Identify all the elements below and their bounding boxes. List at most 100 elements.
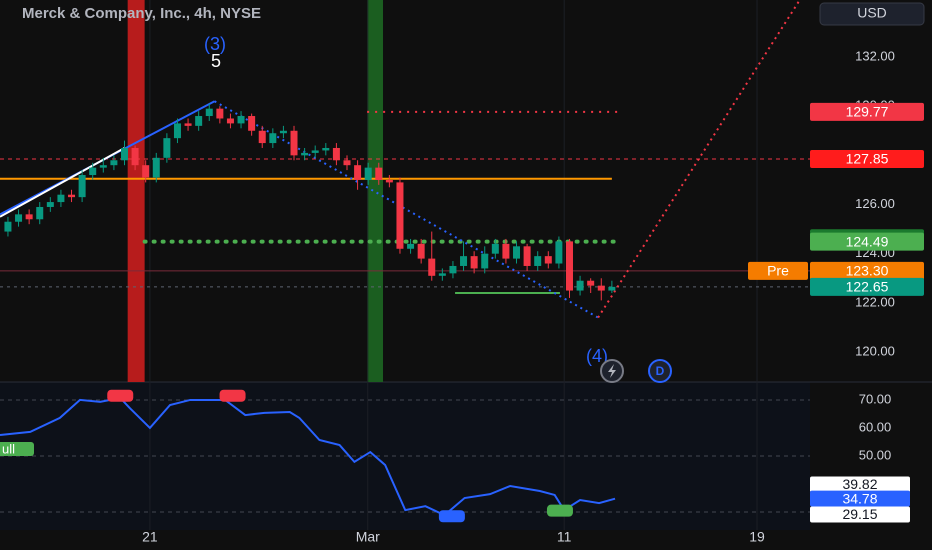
y-tick-label: 60.00	[859, 419, 892, 434]
candle-body	[269, 133, 277, 144]
candle-body	[99, 165, 107, 168]
candle-body	[491, 243, 499, 254]
signal-marker	[438, 510, 465, 523]
price-label-box	[810, 150, 924, 169]
y-tick-label: 50.00	[859, 447, 892, 462]
candle-body	[555, 241, 563, 264]
candle-body	[226, 118, 234, 124]
x-tick-label: 19	[749, 529, 765, 545]
candle-body	[523, 246, 531, 266]
dividend-badge[interactable]	[648, 359, 672, 383]
level-label-box	[810, 490, 910, 507]
candle-body	[343, 160, 351, 166]
candle-body	[544, 256, 552, 264]
chart-title: Merck & Company, Inc., 4h, NYSE	[22, 5, 261, 22]
candle-body	[565, 241, 573, 291]
candle-body	[375, 167, 383, 180]
tag-label: Pre	[767, 263, 789, 279]
candle-body	[131, 147, 139, 166]
candle-body	[205, 108, 213, 117]
candle-body	[237, 116, 245, 124]
level-label-box	[810, 506, 910, 523]
candle-body	[438, 273, 446, 276]
currency-label[interactable]: USD	[857, 5, 887, 21]
lightning-icon	[608, 364, 616, 378]
candle-body	[502, 243, 510, 259]
candle-body	[385, 179, 393, 183]
price-label: 129.77	[846, 104, 889, 120]
candle-body	[110, 160, 118, 166]
y-tick-label: 126.00	[855, 196, 895, 211]
candle-body	[396, 182, 404, 249]
candle-body	[364, 167, 372, 180]
candle-body	[576, 280, 584, 291]
candle-body	[311, 150, 319, 153]
highlight-band	[367, 0, 384, 382]
candle-body	[4, 221, 12, 232]
candle-body	[120, 147, 128, 161]
currency-button[interactable]	[819, 2, 925, 26]
signal-marker	[107, 389, 134, 402]
candle-body	[417, 243, 425, 259]
price-label: 123.30	[846, 263, 889, 279]
candle-body	[78, 175, 86, 198]
candle-body	[322, 147, 330, 151]
price-label: 127.85	[846, 151, 889, 167]
tag-box	[748, 261, 808, 280]
candle-body	[184, 123, 192, 126]
candle-body	[597, 285, 605, 291]
wave-label: (4)	[586, 346, 608, 366]
candle-body	[513, 246, 521, 259]
candle-body	[15, 214, 23, 222]
candle-body	[449, 265, 457, 274]
signal-marker	[546, 504, 573, 517]
candle-body	[301, 152, 309, 156]
candle-body	[36, 206, 44, 220]
trend-line	[597, 0, 801, 319]
level-label: 39.82	[842, 476, 877, 492]
candle-body	[163, 138, 171, 158]
candle-body	[332, 147, 340, 161]
level-label: 29.15	[842, 506, 877, 522]
candle-body	[89, 167, 97, 176]
candle-body	[470, 256, 478, 269]
price-label-box	[810, 232, 924, 251]
candle-body	[608, 286, 616, 291]
candle-body	[428, 258, 436, 276]
wave-label: (3)	[204, 34, 226, 54]
dividend-letter: D	[656, 364, 665, 378]
signal-marker	[219, 389, 246, 402]
candle-body	[142, 165, 150, 178]
price-label: 122.65	[846, 279, 889, 295]
candle-body	[195, 116, 203, 126]
candle-body	[216, 108, 224, 119]
level-label-box	[810, 476, 910, 493]
candle-body	[290, 130, 298, 156]
wave-label: 5	[211, 51, 221, 71]
price-label-box	[810, 277, 924, 296]
candle-body	[57, 194, 65, 203]
candle-body	[25, 214, 33, 220]
candle-body	[279, 130, 287, 134]
candle-body	[534, 256, 542, 266]
price-label-box	[810, 261, 924, 280]
x-tick-label: 21	[142, 529, 158, 545]
y-tick-label: 122.00	[855, 294, 895, 309]
candle-body	[354, 165, 362, 180]
trend-line	[214, 100, 599, 319]
candle-body	[460, 256, 468, 266]
level-label: 34.78	[842, 490, 877, 506]
x-tick-label: 11	[557, 529, 572, 545]
candle-body	[152, 157, 160, 178]
y-tick-label: 70.00	[859, 391, 892, 406]
candle-body	[587, 280, 595, 286]
candle-body	[481, 253, 489, 269]
signal-label: ull	[2, 441, 15, 456]
y-tick-label: 132.00	[855, 48, 895, 63]
candle-body	[68, 194, 76, 198]
candle-body	[407, 243, 415, 249]
highlight-band	[127, 0, 145, 382]
price-label: 124.49	[846, 233, 889, 249]
price-label-box	[810, 102, 924, 121]
